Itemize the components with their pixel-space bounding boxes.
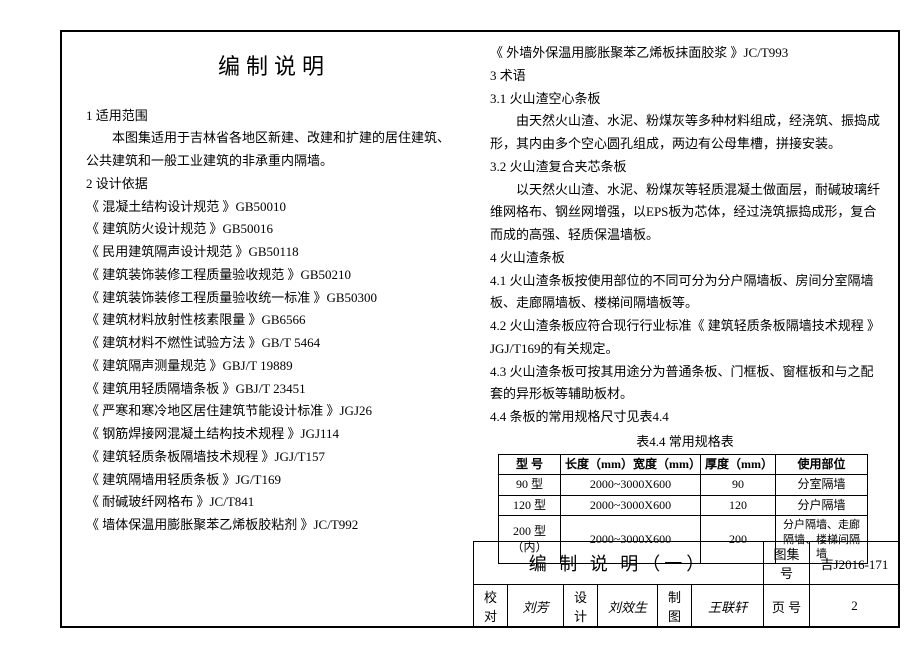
th-model: 型 号 xyxy=(499,454,561,475)
sec3-2-b: 以天然火山渣、水泥、粉煤灰等轻质混凝土做面层，耐碱玻璃纤维网格布、钢丝网增强，以… xyxy=(490,179,880,247)
ref-2: 《 民用建筑隔声设计规范 》GB50118 xyxy=(86,241,462,264)
sec4-heading: 4 火山渣条板 xyxy=(490,247,880,270)
ref-4: 《 建筑装饰装修工程质量验收统一标准 》GB50300 xyxy=(86,287,462,310)
sec1-heading: 1 适用范围 xyxy=(86,105,462,128)
cell: 2000~3000X600 xyxy=(561,495,701,516)
ref-13: 《 耐碱玻纤网格布 》JC/T841 xyxy=(86,491,462,514)
tb-draw-label: 制图 xyxy=(658,585,692,628)
cell: 分户隔墙 xyxy=(776,495,868,516)
table-caption: 表4.4 常用规格表 xyxy=(490,431,880,454)
tb-page-no: 2 xyxy=(810,585,900,628)
ref-12: 《 建筑隔墙用轻质条板 》JG/T169 xyxy=(86,469,462,492)
right-column: 《 外墙外保温用膨胀聚苯乙烯板抹面胶浆 》JC/T993 3 术语 3.1 火山… xyxy=(480,32,898,572)
cell: 120 xyxy=(701,495,776,516)
ref-8: 《 建筑用轻质隔墙条板 》GBJ/T 23451 xyxy=(86,378,462,401)
ref-5: 《 建筑材料放射性核素限量 》GB6566 xyxy=(86,309,462,332)
ref-1: 《 建筑防火设计规范 》GB50016 xyxy=(86,218,462,241)
tb-check-sig: 刘芳 xyxy=(508,585,564,628)
table-header-row: 型 号 长度（mm）宽度（mm） 厚度（mm） 使用部位 xyxy=(499,454,868,475)
title-block: 编 制 说 明（一） 图集号 吉J2016-171 校对 刘芳 设计 刘效生 制… xyxy=(473,541,900,628)
content-area: 编制说明 1 适用范围 本图集适用于吉林省各地区新建、改建和扩建的居住建筑、公共… xyxy=(62,32,898,572)
sec3-1-b: 由天然火山渣、水泥、粉煤灰等多种材料组成，经浇筑、振捣成形，其内由多个空心圆孔组… xyxy=(490,110,880,156)
page-title: 编制说明 xyxy=(86,48,462,87)
ref-9: 《 严寒和寒冷地区居住建筑节能设计标准 》JGJ26 xyxy=(86,400,462,423)
ref-10: 《 钢筋焊接网混凝土结构技术规程 》JGJ114 xyxy=(86,423,462,446)
tb-title: 编 制 说 明（一） xyxy=(474,542,764,585)
th-use: 使用部位 xyxy=(776,454,868,475)
th-lw: 长度（mm）宽度（mm） xyxy=(561,454,701,475)
ref-11: 《 建筑轻质条板隔墙技术规程 》JGJ/T157 xyxy=(86,446,462,469)
tb-draw-sig: 王联轩 xyxy=(692,585,764,628)
ref-7: 《 建筑隔声测量规范 》GBJ/T 19889 xyxy=(86,355,462,378)
tb-design-sig: 刘效生 xyxy=(598,585,658,628)
sec3-heading: 3 术语 xyxy=(490,65,880,88)
sec4-2: 4.2 火山渣条板应符合现行行业标准《 建筑轻质条板隔墙技术规程 》JGJ/T1… xyxy=(490,315,880,361)
tb-design-label: 设计 xyxy=(564,585,598,628)
cell: 120 型 xyxy=(499,495,561,516)
table-row: 120 型 2000~3000X600 120 分户隔墙 xyxy=(499,495,868,516)
tb-atlas-label: 图集号 xyxy=(764,542,810,585)
ref-continued: 《 外墙外保温用膨胀聚苯乙烯板抹面胶浆 》JC/T993 xyxy=(490,42,880,65)
sec4-4: 4.4 条板的常用规格尺寸见表4.4 xyxy=(490,406,880,429)
tb-page-label: 页 号 xyxy=(764,585,810,628)
left-column: 编制说明 1 适用范围 本图集适用于吉林省各地区新建、改建和扩建的居住建筑、公共… xyxy=(62,32,480,572)
drawing-sheet: 编制说明 1 适用范围 本图集适用于吉林省各地区新建、改建和扩建的居住建筑、公共… xyxy=(60,30,900,628)
sec4-3: 4.3 火山渣条板可按其用途分为普通条板、门框板、窗框板和与之配套的异形板等辅助… xyxy=(490,361,880,407)
cell: 分室隔墙 xyxy=(776,475,868,496)
ref-14: 《 墙体保温用膨胀聚苯乙烯板胶粘剂 》JC/T992 xyxy=(86,514,462,537)
th-thick: 厚度（mm） xyxy=(701,454,776,475)
tb-check-label: 校对 xyxy=(474,585,508,628)
table-row: 90 型 2000~3000X600 90 分室隔墙 xyxy=(499,475,868,496)
sec2-heading: 2 设计依据 xyxy=(86,173,462,196)
sec1-body: 本图集适用于吉林省各地区新建、改建和扩建的居住建筑、公共建筑和一般工业建筑的非承… xyxy=(86,127,462,173)
ref-3: 《 建筑装饰装修工程质量验收规范 》GB50210 xyxy=(86,264,462,287)
sec4-1: 4.1 火山渣条板按使用部位的不同可分为分户隔墙板、房间分室隔墙板、走廊隔墙板、… xyxy=(490,270,880,316)
ref-6: 《 建筑材料不燃性试验方法 》GB/T 5464 xyxy=(86,332,462,355)
ref-0: 《 混凝土结构设计规范 》GB50010 xyxy=(86,196,462,219)
cell: 90 xyxy=(701,475,776,496)
sec3-1-h: 3.1 火山渣空心条板 xyxy=(490,88,880,111)
tb-atlas-no: 吉J2016-171 xyxy=(810,542,900,585)
cell: 2000~3000X600 xyxy=(561,475,701,496)
cell: 90 型 xyxy=(499,475,561,496)
sec3-2-h: 3.2 火山渣复合夹芯条板 xyxy=(490,156,880,179)
